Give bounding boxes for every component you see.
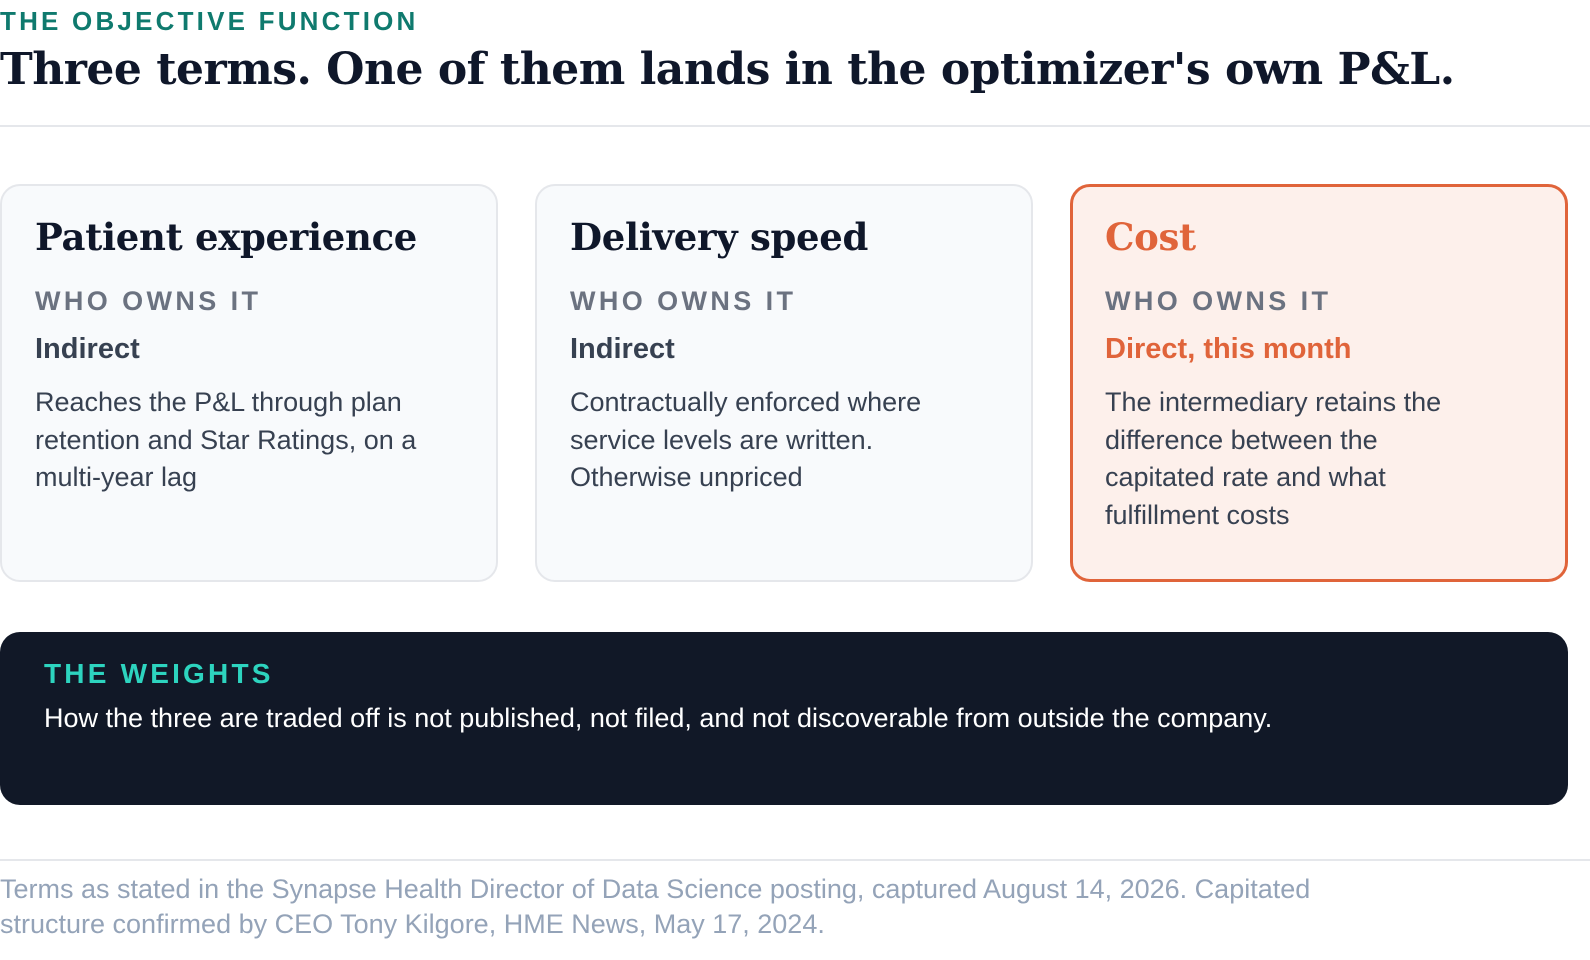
card-title: Delivery speed bbox=[570, 215, 869, 259]
card-description: Contractually enforced where service lev… bbox=[570, 387, 922, 492]
owner-value: Indirect bbox=[570, 333, 675, 365]
page-title: Three terms. One of them lands in the op… bbox=[0, 44, 1455, 95]
source-footnote: Terms as stated in the Synapse Health Di… bbox=[0, 874, 1311, 939]
weights-text: How the three are traded off is not publ… bbox=[44, 703, 1273, 733]
weights-label: THE WEIGHTS bbox=[44, 658, 274, 689]
bottom-divider bbox=[0, 859, 1590, 861]
terms-cards: Patient experience WHO OWNS IT Indirect … bbox=[0, 184, 1590, 582]
owner-value: Indirect bbox=[35, 333, 140, 365]
owner-value: Direct, this month bbox=[1105, 333, 1352, 365]
card-title: Cost bbox=[1105, 215, 1196, 259]
card-description: Reaches the P&L through plan retention a… bbox=[35, 387, 417, 492]
card-patient-experience: Patient experience WHO OWNS IT Indirect … bbox=[0, 184, 498, 582]
owner-label: WHO OWNS IT bbox=[1105, 286, 1332, 316]
card-cost: Cost WHO OWNS IT Direct, this month The … bbox=[1070, 184, 1568, 582]
weights-panel: THE WEIGHTS How the three are traded off… bbox=[0, 632, 1568, 805]
owner-label: WHO OWNS IT bbox=[35, 286, 262, 316]
section-eyebrow: THE OBJECTIVE FUNCTION bbox=[0, 6, 419, 36]
card-delivery-speed: Delivery speed WHO OWNS IT Indirect Cont… bbox=[535, 184, 1033, 582]
card-title: Patient experience bbox=[35, 215, 418, 259]
card-description: The intermediary retains the difference … bbox=[1105, 387, 1442, 530]
top-divider bbox=[0, 125, 1590, 127]
owner-label: WHO OWNS IT bbox=[570, 286, 797, 316]
